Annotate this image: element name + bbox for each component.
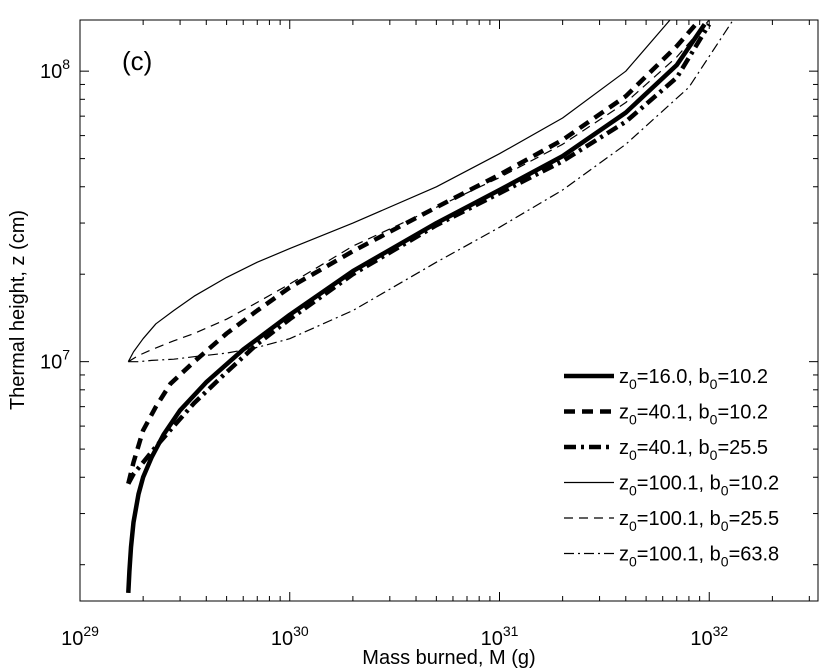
- series-line-1: [126, 23, 707, 594]
- plot-frame: [79, 19, 819, 602]
- axis-ticks: 1029 1030 1031 1032 107 108: [40, 20, 818, 650]
- series-line-3: [126, 23, 712, 485]
- legend-label-2: z0=40.1, b0=10.2: [619, 402, 768, 428]
- x-tick-label: 1032: [690, 623, 728, 650]
- y-axis-label: Thermal height, z (cm): [7, 210, 29, 410]
- legend-label-4: z0=100.1, b0=10.2: [619, 473, 779, 499]
- series-line-6: [128, 20, 734, 363]
- series-line-2: [126, 20, 702, 485]
- y-tick-label: 107: [40, 347, 70, 374]
- legend-label-1: z0=16.0, b0=10.2: [619, 366, 768, 392]
- x-tick-label: 1030: [271, 623, 309, 650]
- legend-label-6: z0=100.1, b0=63.8: [619, 544, 779, 570]
- legend: z0=16.0, b0=10.2 z0=40.1, b0=10.2 z0=40.1,…: [564, 366, 779, 570]
- x-tick-label: 1029: [61, 623, 99, 650]
- y-tick-label: 108: [40, 56, 70, 83]
- x-tick-label: 1031: [481, 623, 519, 650]
- series-line-4: [127, 20, 671, 362]
- series-line-5: [127, 20, 710, 363]
- panel-label: (c): [122, 46, 152, 76]
- series-layer: [126, 20, 734, 594]
- legend-label-5: z0=100.1, b0=25.5: [619, 508, 779, 534]
- x-axis-label: Mass burned, M (g): [362, 647, 535, 669]
- legend-label-3: z0=40.1, b0=25.5: [619, 437, 768, 463]
